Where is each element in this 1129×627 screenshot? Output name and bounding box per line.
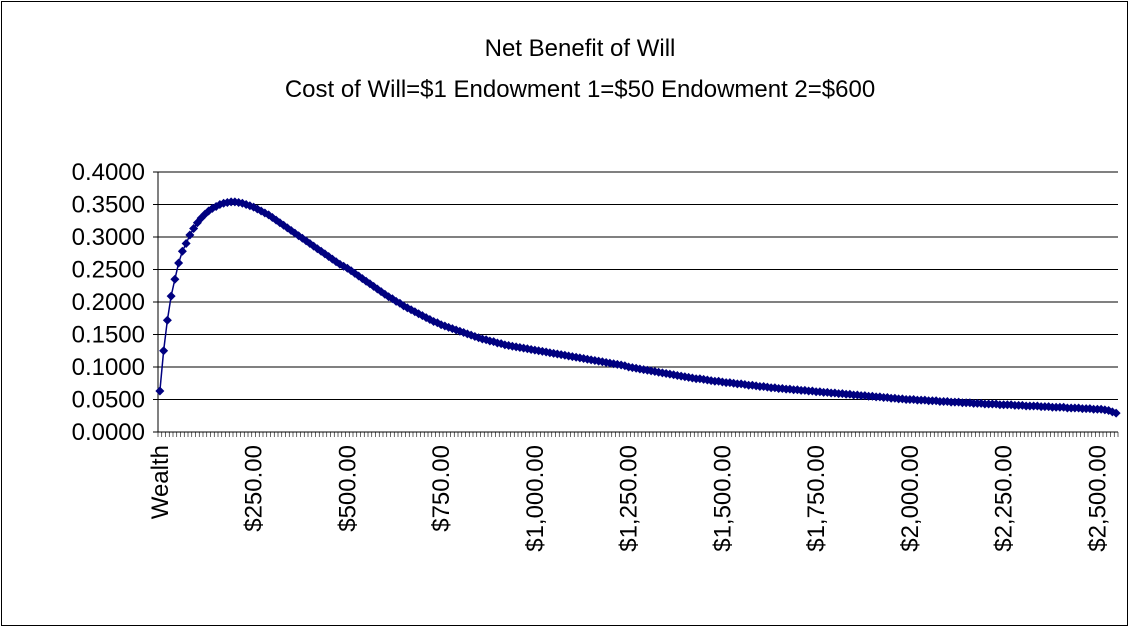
y-tick-label: 0.2500 xyxy=(72,257,145,284)
x-tick-label: $250.00 xyxy=(241,445,268,532)
y-tick-label: 0.0500 xyxy=(72,387,145,414)
data-point xyxy=(170,274,180,284)
y-tick-label: 0.3500 xyxy=(72,192,145,219)
y-tick-label: 0.3000 xyxy=(72,224,145,251)
x-tick-label: $750.00 xyxy=(428,445,455,532)
data-point xyxy=(162,315,172,325)
data-point xyxy=(166,291,176,301)
x-tick-label: $1,250.00 xyxy=(616,445,643,552)
data-point xyxy=(155,386,165,396)
y-tick-label: 0.4000 xyxy=(72,159,145,186)
x-tick-label: $2,000.00 xyxy=(897,445,924,552)
y-tick-label: 0.1000 xyxy=(72,354,145,381)
x-tick-label: $1,500.00 xyxy=(709,445,736,552)
x-tick-label: $1,750.00 xyxy=(803,445,830,552)
x-tick-label: $500.00 xyxy=(334,445,361,532)
x-tick-label: $1,000.00 xyxy=(522,445,549,552)
chart-subtitle: Cost of Will=$1 Endowment 1=$50 Endowmen… xyxy=(285,76,875,103)
x-tick-label: Wealth xyxy=(147,445,174,519)
data-point xyxy=(189,224,199,234)
data-point xyxy=(185,230,195,240)
data-point xyxy=(1111,408,1121,418)
data-point xyxy=(174,258,184,268)
y-tick-label: 0.2000 xyxy=(72,289,145,316)
x-tick-label: $2,250.00 xyxy=(991,445,1018,552)
chart-title: Net Benefit of Will xyxy=(485,35,676,62)
y-tick-label: 0.0000 xyxy=(72,419,145,446)
x-tick-label: $2,500.00 xyxy=(1084,445,1111,552)
y-tick-label: 0.1500 xyxy=(72,322,145,349)
data-point xyxy=(181,239,191,248)
data-point xyxy=(177,246,187,256)
data-point xyxy=(159,346,169,356)
